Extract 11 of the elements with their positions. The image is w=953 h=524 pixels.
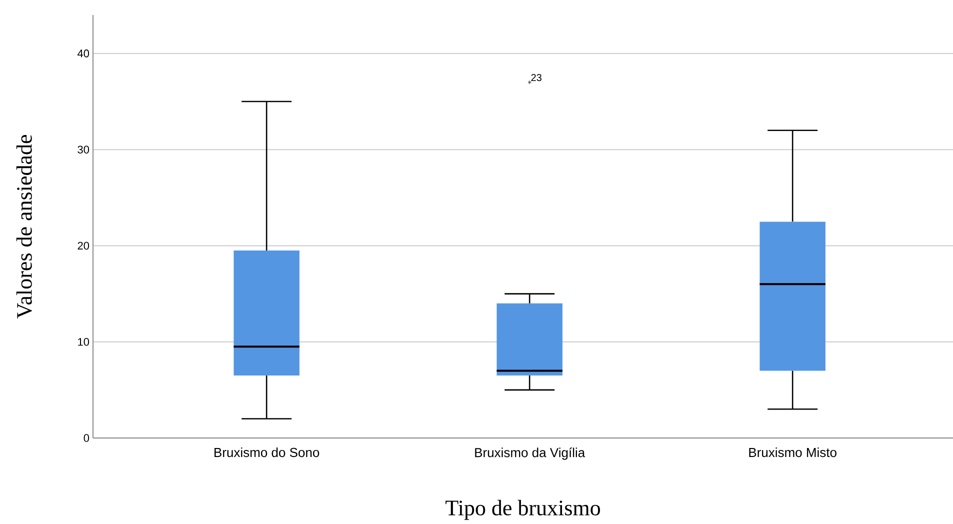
x-tick-label: Bruxismo da Vigília xyxy=(475,448,586,460)
x-tick-label: Bruxismo do Sono xyxy=(214,448,320,458)
y-tick-label: 30 xyxy=(78,146,90,154)
y-tick-label: 10 xyxy=(78,338,90,346)
x-tick-label: Bruxismo Misto xyxy=(749,448,836,458)
y-tick-label: 0 xyxy=(84,434,90,442)
y-tick-label: 40 xyxy=(77,50,90,58)
y-tick-label: 20 xyxy=(78,242,90,250)
x-axis-title: Tipo de bruxismo xyxy=(446,500,600,520)
annotation: 23 xyxy=(531,74,542,82)
y-axis-title: Valores de ansiedade xyxy=(16,135,32,318)
